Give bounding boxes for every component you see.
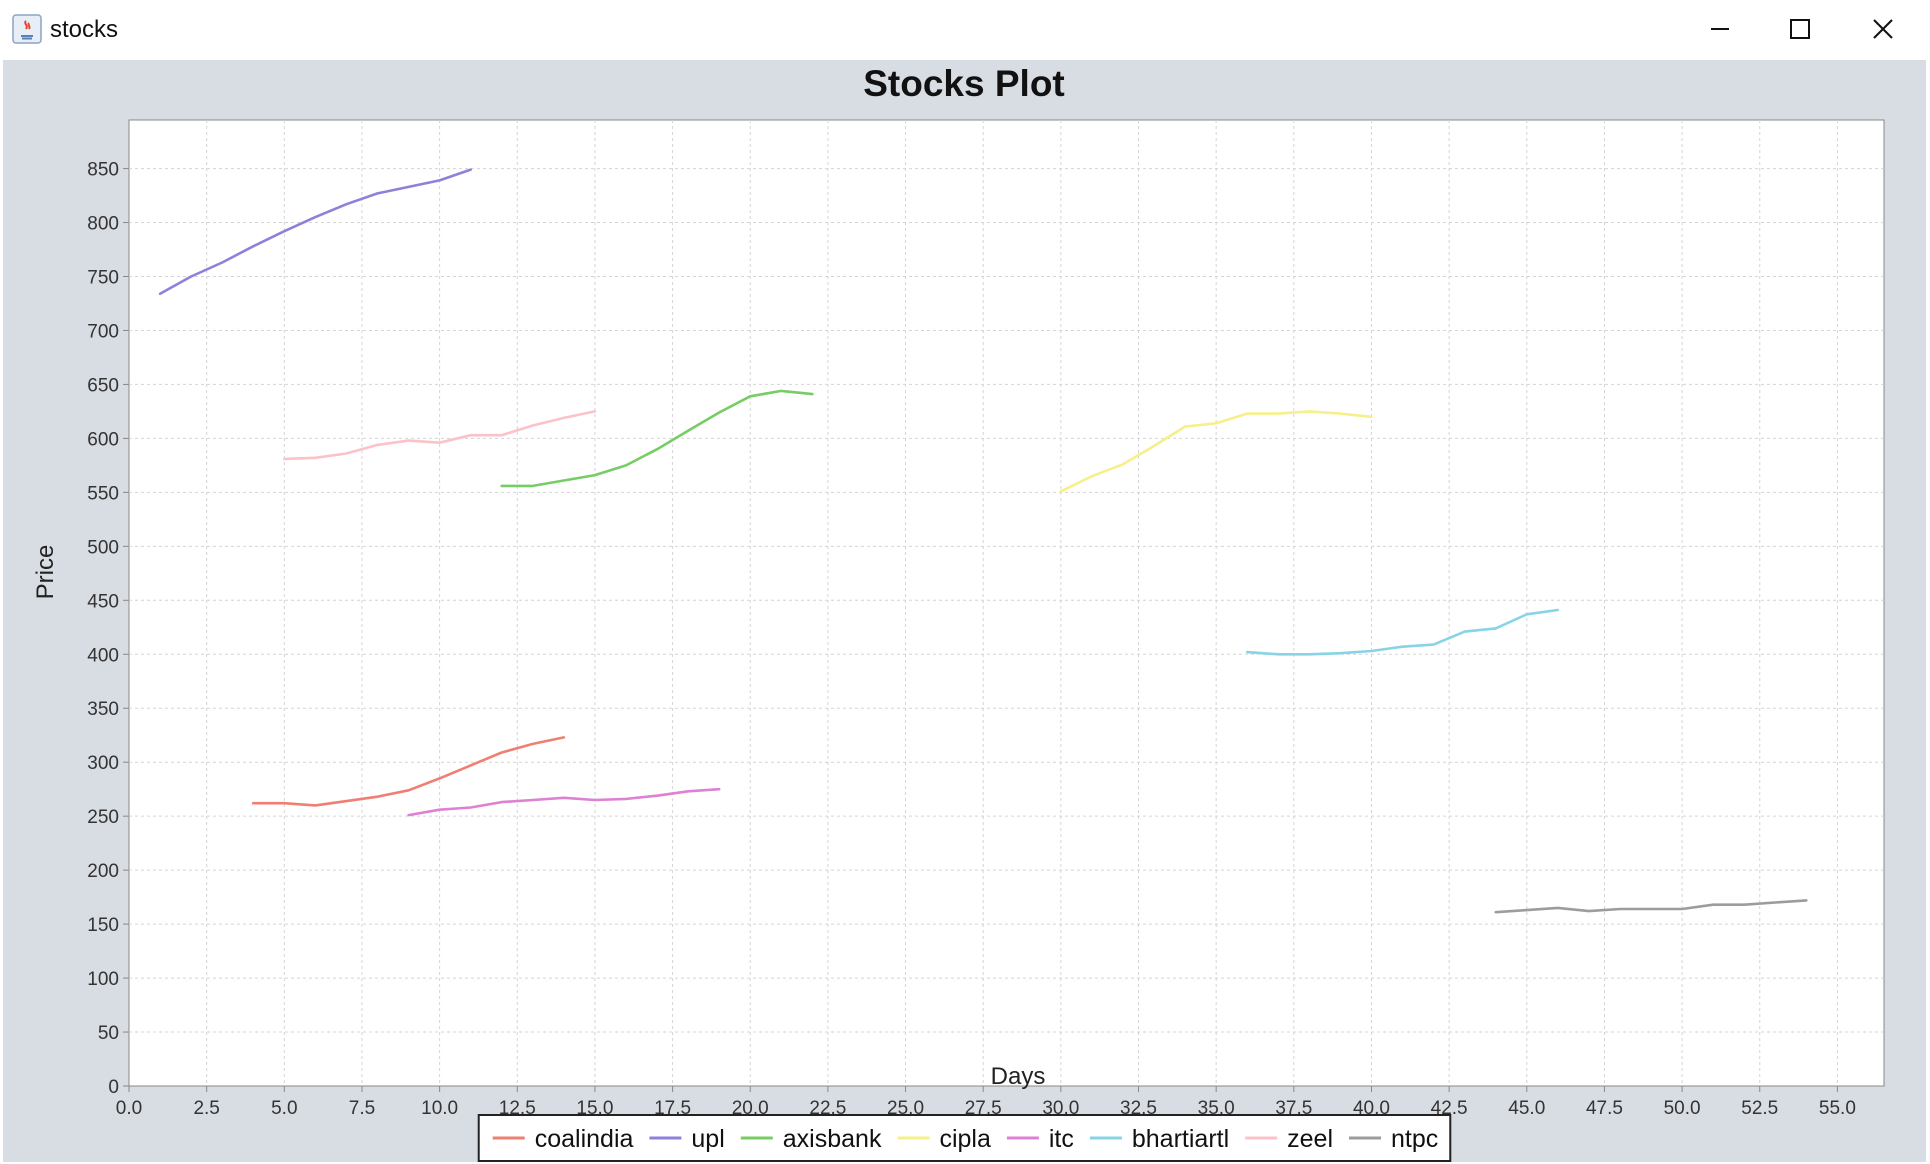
- minimize-button[interactable]: [1680, 0, 1760, 58]
- legend-box: [477, 1114, 1452, 1162]
- window-title: stocks: [50, 16, 119, 43]
- chart-panel: Stocks Plot 0.0 2.5 5.0 7.5 10.0 12.5 15.0 17.5…: [3, 60, 1926, 1162]
- legend-item-itc: itc: [1006, 1125, 1074, 1153]
- y-tick-label: 300: [87, 753, 119, 774]
- legend-label: axisbank: [783, 1125, 882, 1153]
- y-tick-label: 0: [108, 1077, 119, 1098]
- x-tick-label: 22.5: [809, 1098, 846, 1119]
- y-tick-label: 200: [87, 861, 119, 882]
- x-tick-label: 27.5: [965, 1098, 1002, 1119]
- x-tick-label: 0.0: [116, 1098, 142, 1119]
- y-tick-label: 400: [87, 645, 119, 666]
- x-tick-label: 32.5: [1120, 1098, 1157, 1119]
- x-tick-label: 30.0: [1042, 1098, 1079, 1119]
- maximize-icon: [1790, 19, 1810, 39]
- series-line-coalindia: [251, 736, 566, 807]
- y-tick-label: 800: [87, 214, 119, 235]
- y-axis-label: Price: [32, 545, 59, 600]
- y-tick-label: 700: [87, 321, 119, 342]
- x-tick-label: 50.0: [1664, 1098, 1701, 1119]
- y-tick-label: 450: [87, 591, 119, 612]
- series-line-axisbank: [500, 389, 814, 488]
- x-tick-label: 45.0: [1508, 1098, 1545, 1119]
- y-tick-label: 550: [87, 483, 119, 504]
- x-tick-label: 35.0: [1198, 1098, 1235, 1119]
- chart-title: Stocks Plot: [863, 63, 1065, 104]
- x-tick-label: 15.0: [576, 1098, 613, 1119]
- stocks-line-chart: Stocks Plot 0.0 2.5 5.0 7.5 10.0 12.5 15.0 17.5…: [32, 63, 1885, 1162]
- legend-label: cipla: [939, 1125, 991, 1153]
- x-tick-label: 52.5: [1741, 1098, 1778, 1119]
- x-tick-label: 47.5: [1586, 1098, 1623, 1119]
- legend-item-cipla: cipla: [897, 1125, 991, 1153]
- y-tick-label: 750: [87, 268, 119, 289]
- legend-item-coalindia: coalindia: [492, 1125, 634, 1153]
- x-tick-label: 55.0: [1819, 1098, 1856, 1119]
- y-tick-label: 350: [87, 699, 119, 720]
- plot-background: [128, 119, 1885, 1087]
- x-tick-label: 5.0: [271, 1098, 297, 1119]
- legend-label: itc: [1049, 1125, 1074, 1153]
- close-icon: [1873, 19, 1893, 39]
- x-tick-label: 25.0: [887, 1098, 924, 1119]
- x-tick-label: 17.5: [654, 1098, 691, 1119]
- y-tick-label: 150: [87, 915, 119, 936]
- x-tick-label: 40.0: [1353, 1098, 1390, 1119]
- series-line-zeel: [282, 410, 597, 461]
- legend-label: ntpc: [1391, 1125, 1438, 1153]
- y-tick-label: 650: [87, 375, 119, 396]
- x-tick-label: 7.5: [349, 1098, 375, 1119]
- legend-label: coalindia: [535, 1125, 634, 1153]
- series-line-itc: [407, 787, 721, 817]
- title-bar: stocks: [0, 0, 1930, 60]
- x-axis-label: Days: [991, 1063, 1046, 1090]
- x-tick-label: 10.0: [421, 1098, 458, 1119]
- legend-item-zeel: zeel: [1245, 1125, 1333, 1153]
- legend-label: bhartiartl: [1132, 1125, 1229, 1153]
- series-line-ntpc: [1494, 899, 1808, 914]
- x-tick-label: 12.5: [499, 1098, 536, 1119]
- x-tick-label: 2.5: [193, 1098, 219, 1119]
- legend-item-ntpc: ntpc: [1349, 1125, 1438, 1153]
- series-line-upl: [158, 168, 473, 296]
- close-button[interactable]: [1843, 0, 1923, 58]
- y-tick-label: 850: [87, 160, 119, 181]
- legend-item-upl: upl: [649, 1125, 725, 1153]
- legend-item-bhartiartl: bhartiartl: [1089, 1125, 1229, 1153]
- legend: coalindia upl axisbank cipla itc bhartiartl ze…: [477, 1114, 1452, 1162]
- y-tick-label: 100: [87, 969, 119, 990]
- x-tick-label: 42.5: [1431, 1098, 1468, 1119]
- legend-label: zeel: [1287, 1125, 1333, 1153]
- y-tick-label: 50: [98, 1023, 119, 1044]
- y-tick-label: 600: [87, 429, 119, 450]
- x-tick-label: 20.0: [732, 1098, 769, 1119]
- y-tick-label: 250: [87, 807, 119, 828]
- y-tick-label: 500: [87, 537, 119, 558]
- minimize-icon: [1711, 28, 1729, 30]
- maximize-button[interactable]: [1760, 0, 1840, 58]
- series-line-bhartiartl: [1245, 608, 1560, 656]
- legend-label: upl: [691, 1125, 724, 1153]
- x-tick-label: 37.5: [1275, 1098, 1312, 1119]
- legend-item-axisbank: axisbank: [740, 1125, 882, 1153]
- series-line-cipla: [1059, 410, 1373, 493]
- java-app-icon: [12, 14, 42, 44]
